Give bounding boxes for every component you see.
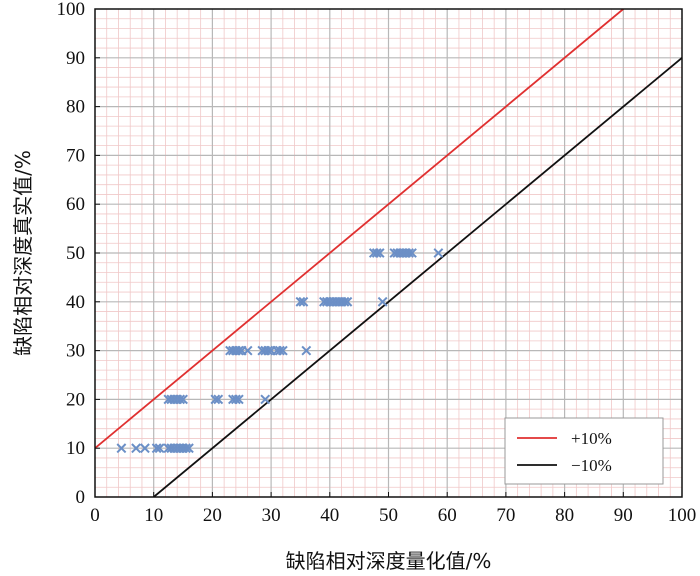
y-axis-ticks: 0 10 20 30 40 50 60 70 80 90 100 bbox=[57, 0, 100, 508]
y-tick-label: 60 bbox=[66, 194, 85, 215]
data-point bbox=[242, 345, 253, 356]
y-tick-label: 50 bbox=[66, 243, 85, 264]
data-point bbox=[371, 248, 382, 258]
data-point bbox=[404, 248, 414, 258]
data-point bbox=[154, 443, 165, 454]
x-tick-label: 40 bbox=[320, 505, 339, 526]
legend: +10% −10% bbox=[504, 417, 664, 485]
y-tick-label: 70 bbox=[66, 145, 85, 166]
x-tick-label: 20 bbox=[203, 505, 222, 526]
legend-label: +10% bbox=[571, 429, 612, 448]
data-point bbox=[301, 345, 312, 356]
x-tick-label: 10 bbox=[144, 505, 163, 526]
y-tick-label: 90 bbox=[66, 48, 85, 69]
data-point bbox=[407, 248, 417, 258]
data-point bbox=[263, 345, 274, 356]
data-point bbox=[178, 394, 188, 405]
data-point bbox=[377, 296, 388, 307]
data-point bbox=[213, 394, 224, 405]
x-tick-label: 70 bbox=[496, 505, 515, 526]
y-tick-label: 80 bbox=[66, 97, 85, 118]
data-point bbox=[139, 443, 150, 454]
data-point bbox=[230, 394, 241, 405]
data-point bbox=[116, 443, 127, 454]
x-tick-label: 100 bbox=[668, 505, 697, 526]
y-tick-label: 100 bbox=[57, 0, 86, 20]
x-axis-label: 缺陷相对深度量化值/% bbox=[286, 549, 492, 573]
data-point bbox=[298, 296, 309, 307]
x-tick-label: 80 bbox=[555, 505, 574, 526]
y-tick-label: 30 bbox=[66, 341, 85, 362]
data-point bbox=[151, 443, 162, 454]
y-tick-label: 20 bbox=[66, 389, 85, 410]
data-point bbox=[233, 345, 244, 356]
data-point bbox=[274, 345, 285, 356]
y-tick-label: 10 bbox=[66, 438, 85, 459]
scatter-points bbox=[116, 248, 444, 454]
x-tick-label: 90 bbox=[614, 505, 633, 526]
y-tick-label: 40 bbox=[66, 292, 85, 313]
legend-label: −10% bbox=[571, 456, 612, 475]
data-point bbox=[131, 443, 141, 454]
legend-box bbox=[504, 417, 664, 485]
x-axis-ticks: 0 10 20 30 40 50 60 70 80 90 100 bbox=[90, 492, 696, 526]
x-tick-label: 60 bbox=[438, 505, 457, 526]
reference-lines bbox=[95, 9, 682, 497]
data-point bbox=[342, 296, 353, 307]
grid bbox=[95, 9, 682, 497]
data-point bbox=[184, 443, 194, 454]
y-tick-label: 0 bbox=[76, 487, 86, 508]
data-point bbox=[233, 394, 244, 405]
data-point bbox=[175, 394, 186, 405]
data-point bbox=[181, 443, 191, 454]
x-tick-label: 30 bbox=[262, 505, 281, 526]
data-point bbox=[374, 248, 385, 258]
line-minus-10 bbox=[153, 57, 682, 497]
y-axis-label: 缺陷相对深度真实值/% bbox=[11, 150, 35, 356]
data-point bbox=[339, 296, 350, 307]
x-tick-label: 0 bbox=[90, 505, 100, 526]
data-point bbox=[277, 345, 288, 356]
line-plus-10 bbox=[95, 9, 624, 449]
data-point bbox=[260, 394, 271, 405]
data-point bbox=[295, 296, 306, 307]
data-point bbox=[433, 248, 444, 258]
data-point bbox=[210, 394, 221, 405]
x-tick-label: 50 bbox=[379, 505, 398, 526]
